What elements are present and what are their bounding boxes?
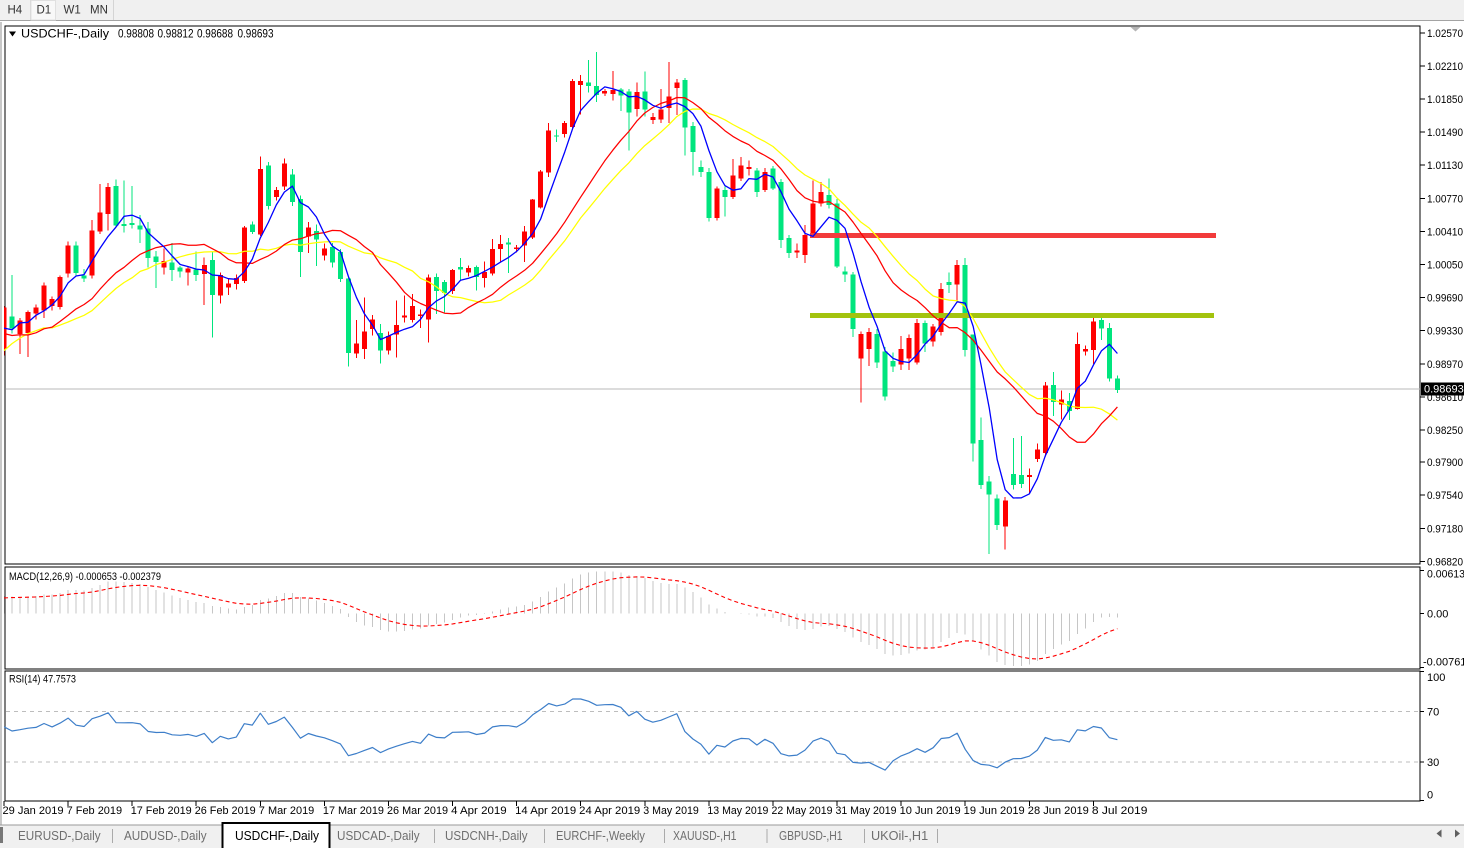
svg-text:1.00410: 1.00410 bbox=[1427, 226, 1463, 238]
svg-text:1.00050: 1.00050 bbox=[1427, 260, 1463, 272]
svg-text:0.97180: 0.97180 bbox=[1427, 523, 1463, 535]
svg-text:UKOil-,H1: UKOil-,H1 bbox=[871, 828, 928, 843]
svg-text:26 Feb 2019: 26 Feb 2019 bbox=[195, 805, 256, 817]
svg-text:XAUUSD-,H1: XAUUSD-,H1 bbox=[673, 828, 737, 843]
svg-text:-0.0076125: -0.0076125 bbox=[1423, 657, 1464, 669]
svg-text:0.98250: 0.98250 bbox=[1427, 425, 1463, 437]
svg-text:RSI(14) 47.7573: RSI(14) 47.7573 bbox=[9, 674, 76, 686]
svg-text:0.00: 0.00 bbox=[1427, 608, 1448, 620]
svg-text:USDCAD-,Daily: USDCAD-,Daily bbox=[337, 828, 420, 843]
svg-text:4 Apr 2019: 4 Apr 2019 bbox=[451, 805, 507, 817]
svg-text:7 Mar 2019: 7 Mar 2019 bbox=[259, 805, 315, 817]
svg-text:0.98688: 0.98688 bbox=[197, 27, 233, 41]
svg-text:0: 0 bbox=[1427, 790, 1433, 802]
svg-text:0.99330: 0.99330 bbox=[1427, 326, 1463, 338]
svg-text:1.02570: 1.02570 bbox=[1427, 28, 1463, 40]
svg-text:26 Mar 2019: 26 Mar 2019 bbox=[387, 805, 448, 817]
svg-text:24 Apr 2019: 24 Apr 2019 bbox=[579, 805, 640, 817]
svg-text:0.00613: 0.00613 bbox=[1427, 569, 1464, 581]
svg-text:1.01490: 1.01490 bbox=[1427, 127, 1463, 139]
svg-text:EURCHF-,Weekly: EURCHF-,Weekly bbox=[556, 828, 645, 843]
svg-text:1.01130: 1.01130 bbox=[1427, 160, 1463, 172]
svg-text:0.98812: 0.98812 bbox=[158, 27, 194, 41]
svg-text:70: 70 bbox=[1427, 707, 1439, 719]
svg-text:1.01850: 1.01850 bbox=[1427, 94, 1463, 106]
svg-text:0.99690: 0.99690 bbox=[1427, 293, 1463, 305]
svg-text:8 Jul 2019: 8 Jul 2019 bbox=[1092, 805, 1148, 817]
svg-text:17 Feb 2019: 17 Feb 2019 bbox=[131, 805, 192, 817]
svg-text:29 Jan 2019: 29 Jan 2019 bbox=[3, 805, 64, 817]
svg-text:W1: W1 bbox=[64, 5, 81, 17]
svg-text:0.98970: 0.98970 bbox=[1427, 359, 1463, 371]
svg-text:AUDUSD-,Daily: AUDUSD-,Daily bbox=[124, 828, 207, 843]
svg-text:0.97900: 0.97900 bbox=[1427, 457, 1463, 469]
svg-text:1.02210: 1.02210 bbox=[1427, 61, 1463, 73]
svg-text:USDCHF-,Daily: USDCHF-,Daily bbox=[235, 828, 319, 843]
svg-text:19 Jun 2019: 19 Jun 2019 bbox=[964, 805, 1025, 817]
svg-text:USDCNH-,Daily: USDCNH-,Daily bbox=[445, 828, 528, 843]
svg-text:13 May 2019: 13 May 2019 bbox=[707, 805, 768, 817]
svg-text:GBPUSD-,H1: GBPUSD-,H1 bbox=[779, 828, 843, 843]
svg-text:7 Feb 2019: 7 Feb 2019 bbox=[67, 805, 123, 817]
svg-text:MACD(12,26,9) -0.000653 -0.002: MACD(12,26,9) -0.000653 -0.002379 bbox=[9, 571, 161, 583]
svg-text:17 Mar 2019: 17 Mar 2019 bbox=[323, 805, 384, 817]
svg-text:3 May 2019: 3 May 2019 bbox=[643, 805, 699, 817]
svg-text:1.00770: 1.00770 bbox=[1427, 193, 1463, 205]
svg-text:100: 100 bbox=[1427, 672, 1445, 684]
svg-text:31 May 2019: 31 May 2019 bbox=[836, 805, 897, 817]
svg-text:0.96820: 0.96820 bbox=[1427, 556, 1463, 568]
svg-text:0.98808: 0.98808 bbox=[118, 27, 154, 41]
svg-text:0.98693: 0.98693 bbox=[1424, 384, 1464, 396]
svg-text:MN: MN bbox=[90, 5, 108, 17]
svg-text:0.97540: 0.97540 bbox=[1427, 490, 1463, 502]
svg-text:H4: H4 bbox=[8, 5, 23, 17]
svg-text:USDCHF-,Daily: USDCHF-,Daily bbox=[21, 27, 109, 41]
svg-text:D1: D1 bbox=[37, 5, 52, 17]
svg-text:14 Apr 2019: 14 Apr 2019 bbox=[515, 805, 576, 817]
svg-text:0.98693: 0.98693 bbox=[238, 27, 274, 41]
svg-text:10 Jun 2019: 10 Jun 2019 bbox=[900, 805, 961, 817]
svg-text:28 Jun 2019: 28 Jun 2019 bbox=[1028, 805, 1089, 817]
svg-text:22 May 2019: 22 May 2019 bbox=[772, 805, 833, 817]
svg-text:30: 30 bbox=[1427, 757, 1439, 769]
svg-text:EURUSD-,Daily: EURUSD-,Daily bbox=[18, 828, 101, 843]
